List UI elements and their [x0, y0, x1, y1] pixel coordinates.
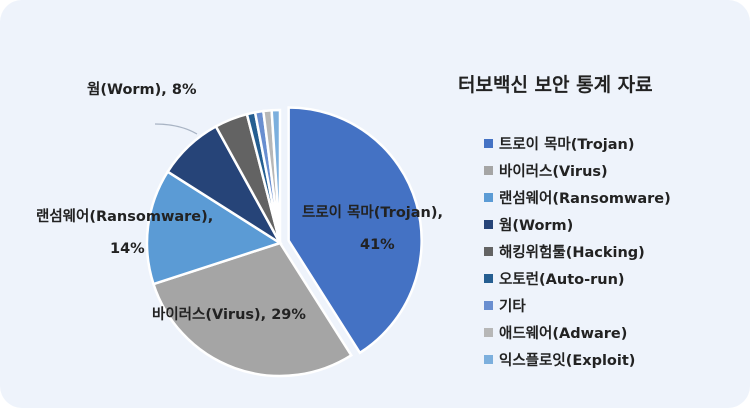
legend-swatch — [484, 301, 493, 310]
pie-slice-9 — [270, 108, 282, 244]
pie-slice-1 — [287, 106, 423, 355]
legend: 트로이 목마(Trojan) 바이러스(Virus) 랜섬웨어(Ransomware… — [484, 130, 671, 373]
data-label-worm: 웜(Worm), 8% — [87, 82, 197, 98]
legend-item: 트로이 목마(Trojan) — [484, 130, 671, 157]
legend-label: 애드웨어(Adware) — [499, 326, 628, 342]
legend-swatch — [484, 328, 493, 337]
pie-slice-2 — [151, 241, 353, 378]
legend-item: 해킹위험툴(Hacking) — [484, 238, 671, 265]
legend-item: 웜(Worm) — [484, 211, 671, 238]
legend-label: 기타 — [499, 299, 526, 315]
legend-swatch — [484, 166, 493, 175]
legend-item: 기타 — [484, 292, 671, 319]
data-label-ransomware-line2: 14% — [110, 241, 145, 257]
legend-item: 익스플로잇(Exploit) — [484, 346, 671, 373]
worm-leader-line — [154, 123, 198, 135]
data-label-virus: 바이러스(Virus), 29% — [152, 307, 306, 323]
legend-item: 오토런(Auto-run) — [484, 265, 671, 292]
data-label-ransomware-line1: 랜섬웨어(Ransomware), — [36, 209, 214, 225]
pie-slice-3 — [145, 170, 283, 286]
legend-swatch — [484, 139, 493, 148]
data-label-trojan-line2: 41% — [360, 237, 395, 253]
legend-label: 트로이 목마(Trojan) — [499, 137, 635, 153]
legend-swatch — [484, 220, 493, 229]
legend-item: 애드웨어(Adware) — [484, 319, 671, 346]
legend-swatch — [484, 355, 493, 364]
data-label-trojan-line1: 트로이 목마(Trojan), — [302, 205, 443, 221]
legend-label: 해킹위험툴(Hacking) — [499, 245, 645, 261]
legend-label: 바이러스(Virus) — [499, 164, 608, 180]
legend-label: 오토런(Auto-run) — [499, 272, 625, 288]
legend-swatch — [484, 193, 493, 202]
legend-item: 랜섬웨어(Ransomware) — [484, 184, 671, 211]
legend-swatch — [484, 274, 493, 283]
legend-label: 익스플로잇(Exploit) — [499, 353, 636, 369]
legend-swatch — [484, 247, 493, 256]
legend-label: 웜(Worm) — [499, 218, 574, 234]
legend-label: 랜섬웨어(Ransomware) — [499, 191, 671, 207]
legend-item: 바이러스(Virus) — [484, 157, 671, 184]
chart-title: 터보백신 보안 통계 자료 — [458, 74, 653, 96]
